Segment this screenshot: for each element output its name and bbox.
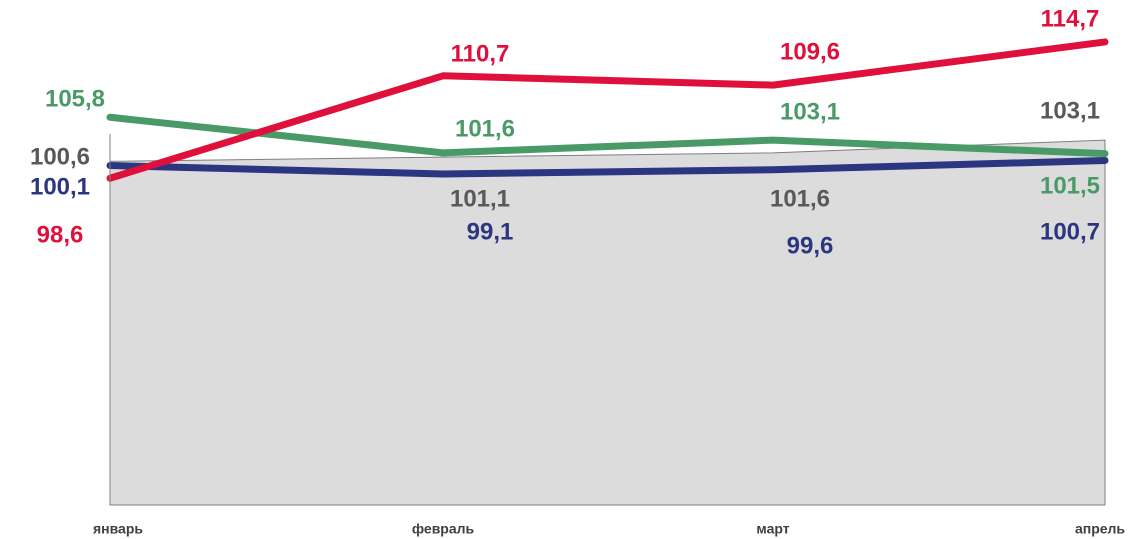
data-label: 103,1	[780, 98, 840, 125]
data-label: 109,6	[780, 38, 840, 65]
data-label: 114,7	[1041, 5, 1100, 32]
data-label: 100,1	[30, 173, 90, 200]
data-label: 105,8	[45, 85, 105, 112]
x-tick-label: апрель	[1075, 521, 1125, 537]
data-label: 101,5	[1040, 172, 1100, 199]
data-label: 103,1	[1040, 97, 1100, 124]
data-label: 110,7	[451, 40, 510, 67]
data-label: 99,6	[787, 232, 834, 259]
x-tick-label: февраль	[412, 521, 475, 537]
data-label: 100,7	[1040, 218, 1100, 245]
data-label: 99,1	[467, 218, 514, 245]
data-label: 101,1	[450, 185, 510, 212]
area	[109, 139, 1106, 506]
line	[106, 38, 1109, 182]
line	[106, 156, 1109, 178]
data-label: 100,6	[30, 143, 90, 170]
data-label: 101,6	[455, 115, 515, 142]
line	[106, 113, 1109, 158]
x-tick-label: январь	[93, 521, 143, 537]
data-label: 101,6	[770, 185, 830, 212]
data-label: 98,6	[37, 221, 84, 248]
x-tick-label: март	[756, 521, 789, 537]
